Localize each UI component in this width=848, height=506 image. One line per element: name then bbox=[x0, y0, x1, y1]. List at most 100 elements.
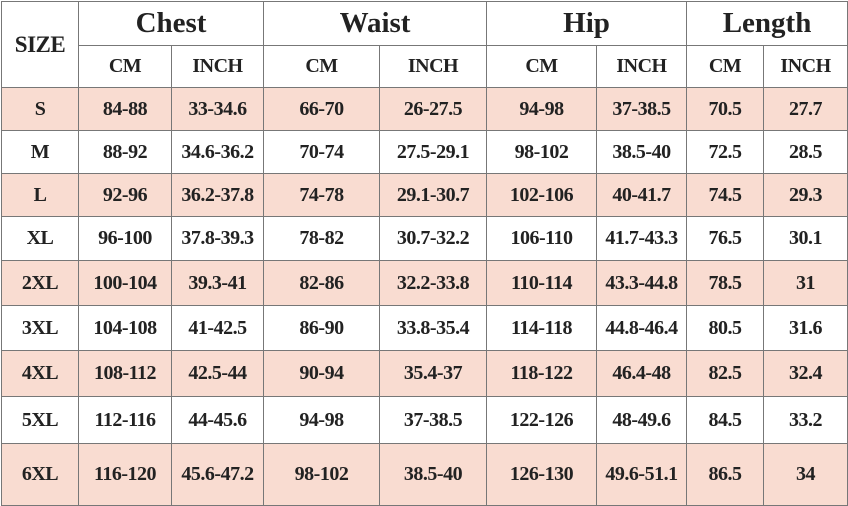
measure-cell: 84-88 bbox=[78, 87, 172, 131]
measure-cell: 116-120 bbox=[78, 443, 172, 506]
header-row: SIZE Chest Waist Hip Length bbox=[1, 1, 848, 88]
measure-cell: 30.7-32.2 bbox=[379, 216, 488, 261]
unit-header: CM bbox=[486, 45, 598, 88]
measure-cell: 49.6-51.1 bbox=[596, 443, 688, 506]
size-row: M 88-92 34.6-36.2 70-74 27.5-29.1 98-102 38.5-… bbox=[1, 130, 848, 174]
group-header: Length bbox=[686, 1, 848, 46]
measure-cell: 88-92 bbox=[78, 130, 172, 174]
measure-cell: 36.2-37.8 bbox=[170, 173, 265, 217]
size-row: XL 96-100 37.8-39.3 78-82 30.7-32.2 106-110 41… bbox=[1, 216, 848, 261]
measure-cell: 33-34.6 bbox=[170, 87, 265, 131]
group-header: Chest bbox=[77, 1, 265, 46]
measure-cell: 41-42.5 bbox=[170, 305, 265, 351]
measure-cell: 29.1-30.7 bbox=[379, 173, 488, 217]
measure-cell: 72.5 bbox=[686, 130, 765, 174]
size-header: SIZE bbox=[1, 1, 79, 88]
measure-cell: 43.3-44.8 bbox=[596, 260, 688, 306]
size-row: 2XL 100-104 39.3-41 82-86 32.2-33.8 110-114 43… bbox=[1, 260, 848, 306]
measure-cell: 38.5-40 bbox=[379, 443, 488, 506]
unit-header: INCH bbox=[596, 45, 688, 88]
measure-cell: 26-27.5 bbox=[379, 87, 488, 131]
measure-cell: 44.8-46.4 bbox=[596, 305, 688, 351]
measure-cell: 70-74 bbox=[263, 130, 381, 174]
measure-cell: 76.5 bbox=[686, 216, 765, 261]
measure-cell: 41.7-43.3 bbox=[596, 216, 688, 261]
size-label: 6XL bbox=[1, 443, 79, 506]
measure-cell: 37.8-39.3 bbox=[170, 216, 265, 261]
measure-cell: 27.7 bbox=[763, 87, 848, 131]
size-label: 4XL bbox=[1, 350, 79, 397]
size-row: S 84-88 33-34.6 66-70 26-27.5 94-98 37-38.5 70.… bbox=[1, 87, 848, 131]
measure-cell: 39.3-41 bbox=[170, 260, 265, 306]
size-row: 6XL 116-120 45.6-47.2 98-102 38.5-40 126-130 4… bbox=[1, 443, 848, 506]
measure-cell: 44-45.6 bbox=[170, 396, 265, 444]
measure-cell: 94-98 bbox=[263, 396, 381, 444]
measure-cell: 122-126 bbox=[486, 396, 598, 444]
measure-cell: 35.4-37 bbox=[379, 350, 488, 397]
measure-cell: 118-122 bbox=[486, 350, 598, 397]
measure-cell: 110-114 bbox=[486, 260, 598, 306]
measure-cell: 100-104 bbox=[78, 260, 172, 306]
group-header: Hip bbox=[486, 1, 688, 46]
measure-cell: 37-38.5 bbox=[596, 87, 688, 131]
measure-cell: 27.5-29.1 bbox=[379, 130, 488, 174]
unit-header: INCH bbox=[763, 45, 848, 88]
measure-cell: 74-78 bbox=[263, 173, 381, 217]
measure-cell: 82-86 bbox=[263, 260, 381, 306]
measure-cell: 32.4 bbox=[763, 350, 848, 397]
size-label: 3XL bbox=[1, 305, 79, 351]
unit-header: INCH bbox=[379, 45, 488, 88]
measure-cell: 102-106 bbox=[486, 173, 598, 217]
measure-cell: 84.5 bbox=[686, 396, 765, 444]
size-row: 4XL 108-112 42.5-44 90-94 35.4-37 118-122 46.4… bbox=[1, 350, 848, 397]
measure-cell: 33.2 bbox=[763, 396, 848, 444]
measure-cell: 78.5 bbox=[686, 260, 765, 306]
size-row: 5XL 112-116 44-45.6 94-98 37-38.5 122-126 48-4… bbox=[1, 396, 848, 444]
measure-cell: 86-90 bbox=[263, 305, 381, 351]
size-label: S bbox=[1, 87, 79, 131]
size-label: 5XL bbox=[1, 396, 79, 444]
size-label: 2XL bbox=[1, 260, 79, 306]
unit-header: INCH bbox=[170, 45, 265, 88]
measure-cell: 29.3 bbox=[763, 173, 848, 217]
measure-cell: 28.5 bbox=[763, 130, 848, 174]
measure-cell: 66-70 bbox=[263, 87, 381, 131]
measure-cell: 34.6-36.2 bbox=[170, 130, 265, 174]
measure-cell: 31.6 bbox=[763, 305, 848, 351]
unit-header: CM bbox=[78, 45, 172, 88]
measure-cell: 96-100 bbox=[78, 216, 172, 261]
unit-row: CM INCH CM INCH CM INCH CM INCH bbox=[2, 45, 848, 88]
measure-cell: 74.5 bbox=[686, 173, 765, 217]
measure-cell: 31 bbox=[763, 260, 848, 306]
measure-cell: 40-41.7 bbox=[596, 173, 688, 217]
measure-cell: 86.5 bbox=[686, 443, 765, 506]
measure-cell: 126-130 bbox=[486, 443, 598, 506]
measure-cell: 38.5-40 bbox=[596, 130, 688, 174]
size-row: L 92-96 36.2-37.8 74-78 29.1-30.7 102-106 40-4… bbox=[1, 173, 848, 217]
measure-cell: 70.5 bbox=[686, 87, 765, 131]
measure-cell: 33.8-35.4 bbox=[379, 305, 488, 351]
measure-cell: 108-112 bbox=[78, 350, 172, 397]
group-header: Waist bbox=[263, 1, 488, 46]
measure-cell: 114-118 bbox=[486, 305, 598, 351]
measure-cell: 106-110 bbox=[486, 216, 598, 261]
measure-cell: 32.2-33.8 bbox=[379, 260, 488, 306]
size-label: XL bbox=[1, 216, 79, 261]
size-label: M bbox=[1, 130, 79, 174]
measure-cell: 94-98 bbox=[486, 87, 598, 131]
measure-cell: 98-102 bbox=[486, 130, 598, 174]
measure-cell: 98-102 bbox=[263, 443, 381, 506]
measure-cell: 37-38.5 bbox=[379, 396, 488, 444]
measure-cell: 30.1 bbox=[763, 216, 848, 261]
measure-cell: 42.5-44 bbox=[170, 350, 265, 397]
unit-header: CM bbox=[263, 45, 381, 88]
measure-cell: 112-116 bbox=[78, 396, 172, 444]
size-row: 3XL 104-108 41-42.5 86-90 33.8-35.4 114-118 44… bbox=[1, 305, 848, 351]
size-label: L bbox=[1, 173, 79, 217]
measure-cell: 82.5 bbox=[686, 350, 765, 397]
unit-header: CM bbox=[686, 45, 765, 88]
measure-cell: 45.6-47.2 bbox=[170, 443, 265, 506]
